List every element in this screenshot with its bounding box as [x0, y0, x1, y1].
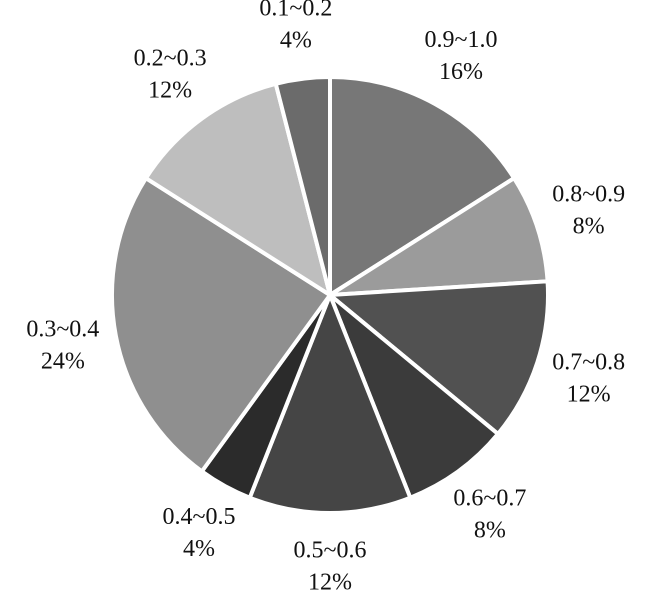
slice-value-label: 8% — [573, 213, 605, 239]
slice-value-label: 12% — [308, 570, 352, 596]
slice-label: 0.6~0.7 — [453, 486, 526, 512]
slice-label: 0.8~0.9 — [552, 181, 625, 207]
pie-slice — [110, 176, 332, 474]
slice-value-label: 12% — [567, 382, 611, 408]
slice-label: 0.5~0.6 — [294, 538, 367, 564]
slice-label: 0.9~1.0 — [425, 27, 498, 53]
slice-value-label: 4% — [280, 28, 312, 54]
pie-slice — [328, 293, 500, 500]
slice-value-label: 4% — [183, 536, 215, 562]
slice-label: 0.4~0.5 — [162, 504, 235, 530]
pie-slice — [328, 279, 550, 436]
slice-label: 0.3~0.4 — [26, 316, 99, 342]
pie-slice — [247, 293, 413, 515]
slice-value-label: 16% — [439, 59, 483, 85]
slice-value-label: 24% — [41, 348, 85, 374]
slice-label: 0.1~0.2 — [259, 0, 332, 22]
slice-value-label: 8% — [474, 518, 506, 544]
slice-label: 0.2~0.3 — [134, 45, 207, 71]
pie-slice — [328, 176, 550, 297]
pie-slice — [273, 75, 332, 297]
slice-value-label: 12% — [148, 77, 192, 103]
pie-slice — [143, 81, 332, 297]
pie-slice — [328, 75, 517, 297]
slice-label: 0.7~0.8 — [552, 350, 625, 376]
